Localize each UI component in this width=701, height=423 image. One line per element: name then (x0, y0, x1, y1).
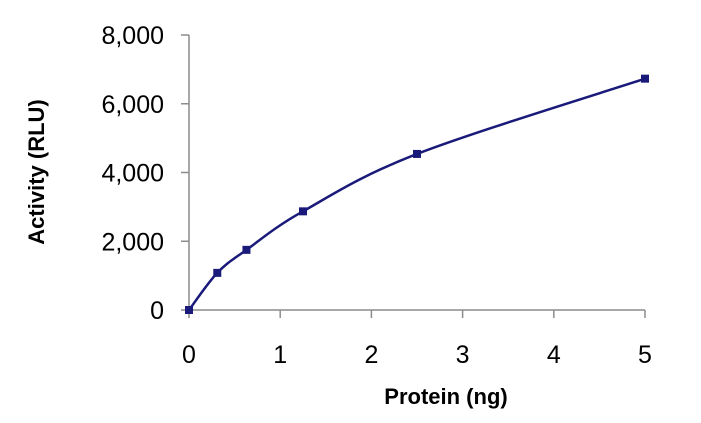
y-tick-label: 6,000 (101, 91, 164, 119)
x-tick-label: 3 (456, 341, 470, 369)
x-tick-label: 0 (182, 341, 196, 369)
x-tick-label: 2 (364, 341, 378, 369)
data-point (641, 74, 649, 83)
y-ticks: 0 2,000 4,000 6,000 8,000 (101, 22, 189, 325)
y-tick-label: 4,000 (101, 160, 164, 188)
data-point (242, 245, 251, 254)
data-point (299, 207, 307, 216)
x-tick-label: 4 (547, 341, 561, 369)
y-tick-label: 0 (150, 297, 164, 325)
axes: 0 2,000 4,000 6,000 8,000 0 1 2 3 4 5 (101, 22, 652, 369)
x-tick-label: 1 (273, 341, 287, 369)
x-axis-title: Protein (ng) (384, 384, 507, 409)
x-tick-label: 5 (638, 341, 652, 369)
y-tick-label: 2,000 (101, 228, 164, 256)
data-point (213, 268, 222, 277)
data-point (185, 306, 193, 314)
y-tick-label: 8,000 (101, 22, 164, 50)
y-axis-title: Activity (RLU) (24, 99, 49, 244)
x-ticks: 0 1 2 3 4 5 (182, 310, 652, 369)
series-layer (185, 74, 649, 314)
data-point (413, 149, 421, 158)
series-line (187, 77, 647, 312)
